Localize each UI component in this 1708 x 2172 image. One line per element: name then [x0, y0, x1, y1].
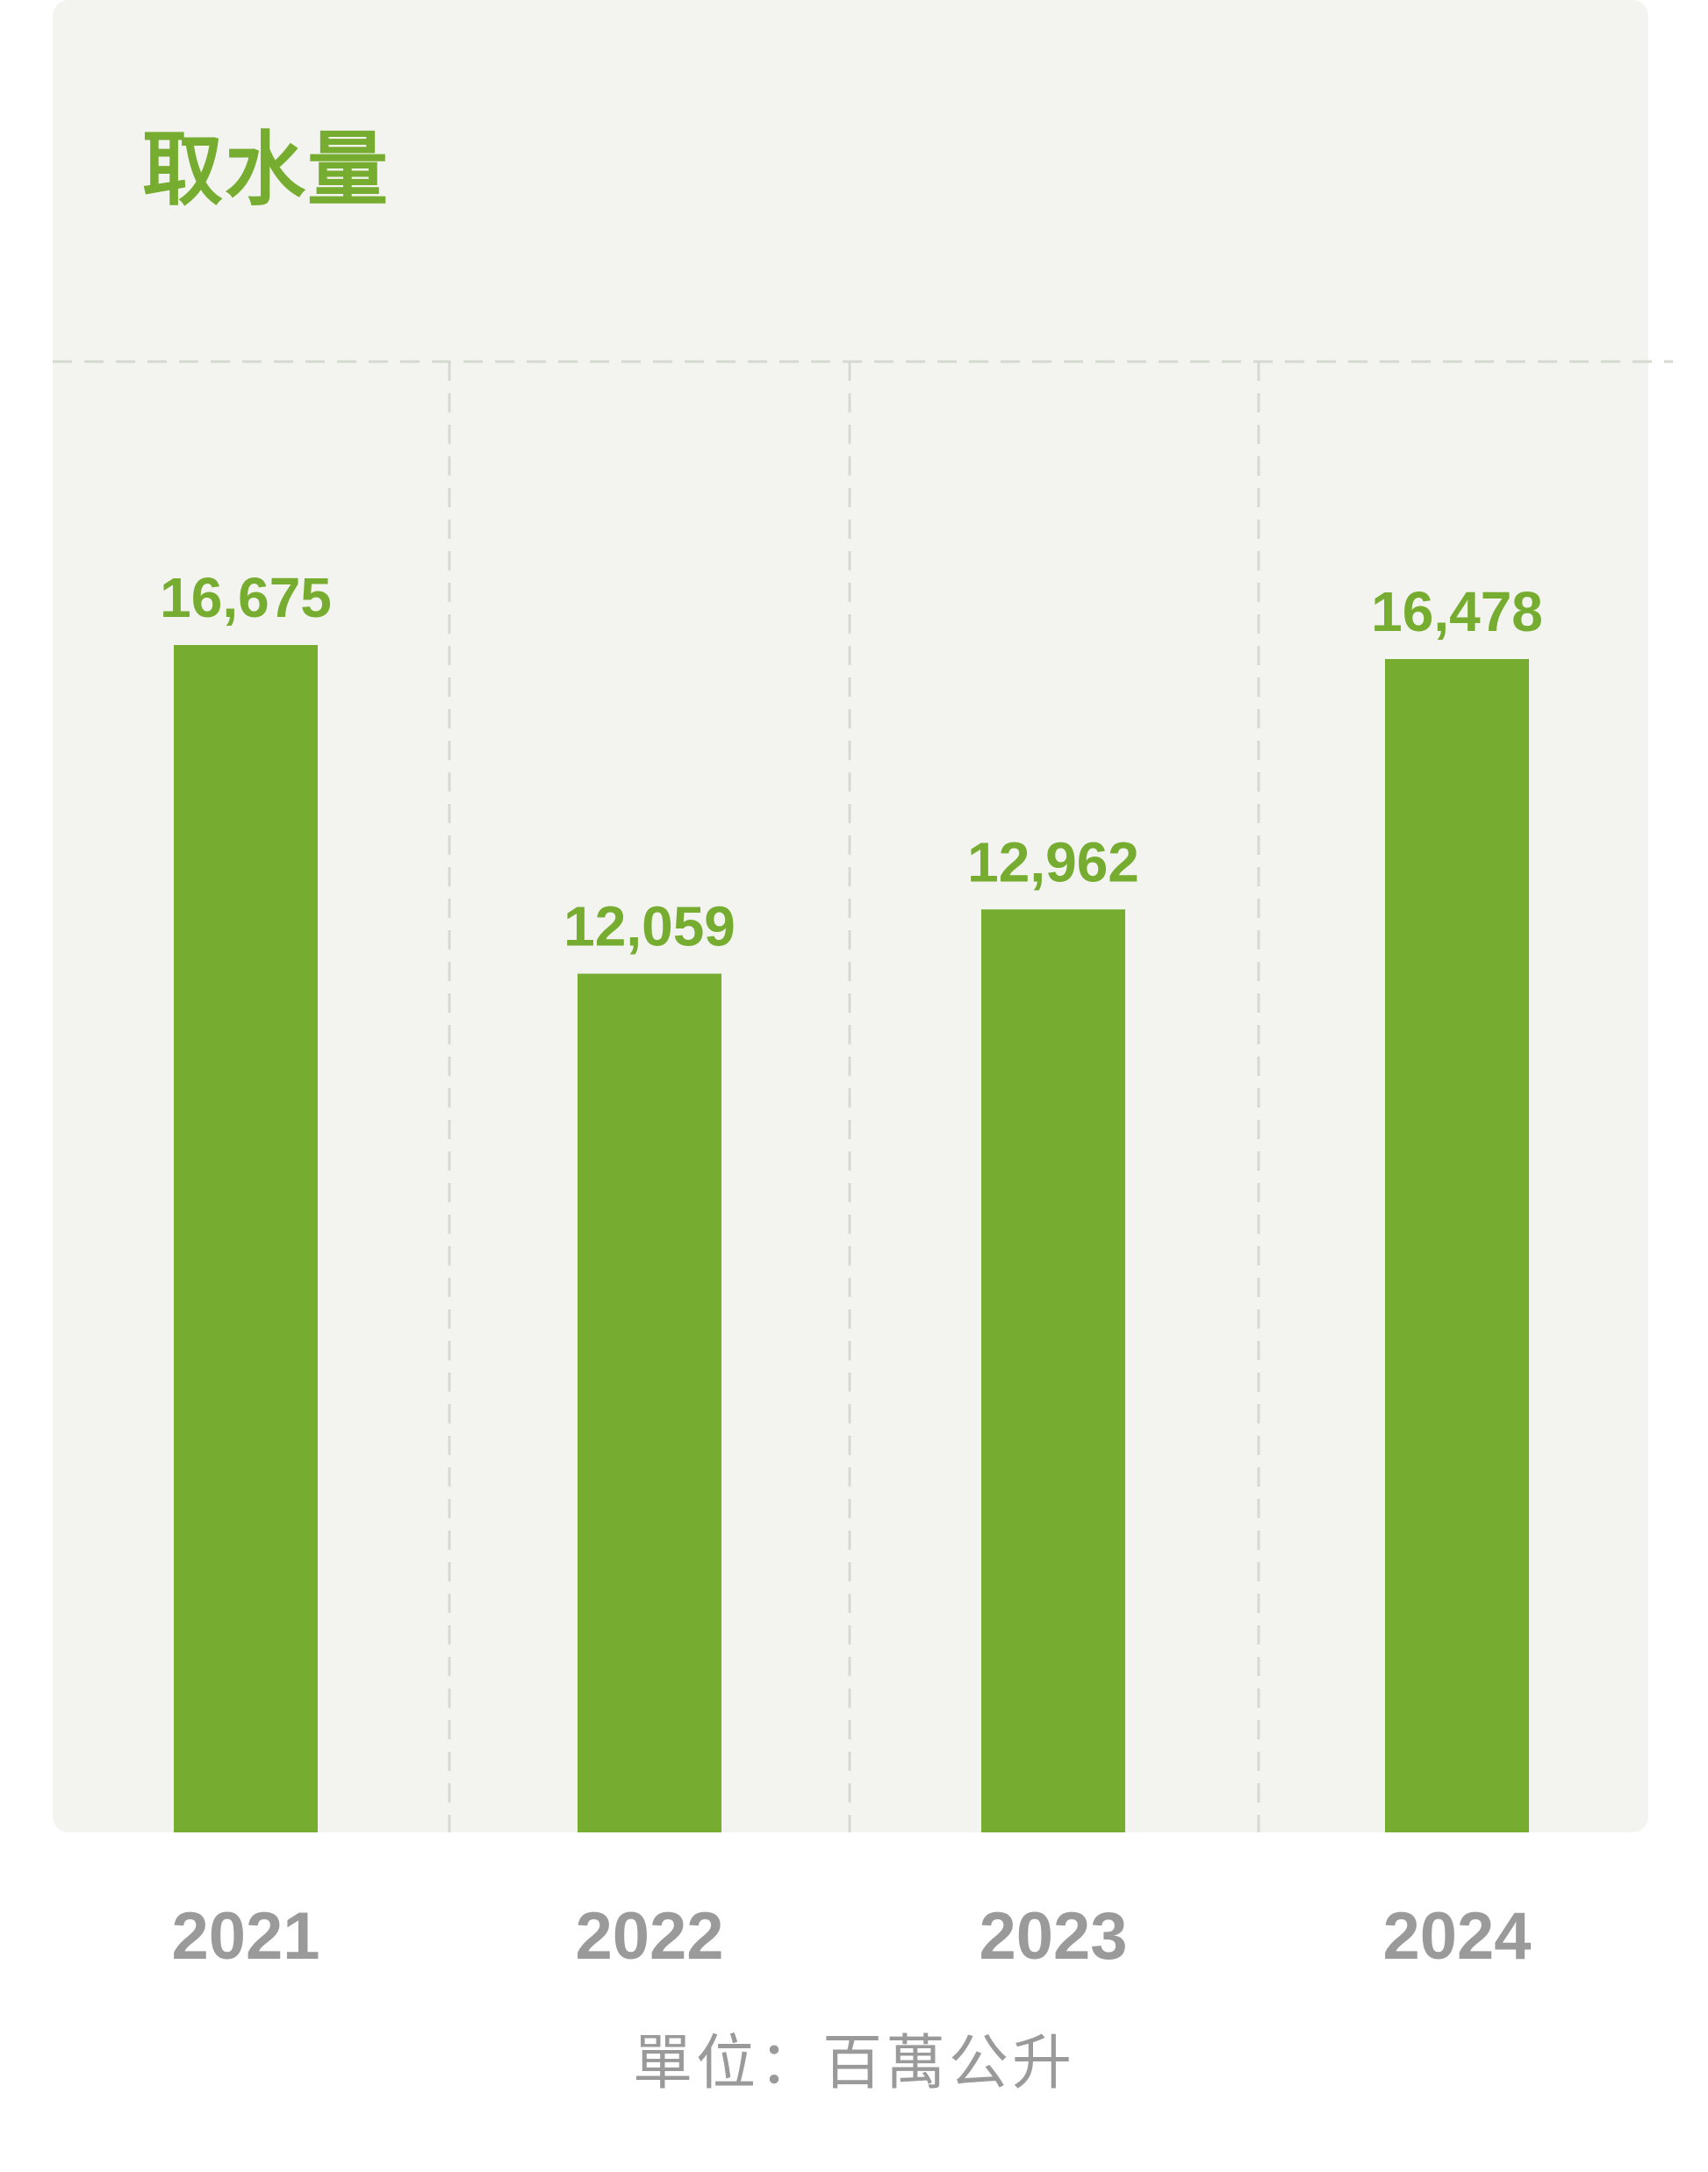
x-tick-label-2024: 2024: [1382, 1899, 1531, 1974]
value-label-2024: 16,478: [1371, 580, 1543, 643]
value-label-2022: 12,059: [563, 895, 736, 958]
bars: [174, 645, 1529, 1832]
grid-lines: [53, 360, 1673, 1832]
x-tick-label-2022: 2022: [575, 1899, 723, 1974]
chart-title: 取水量: [142, 123, 391, 217]
x-tick-label-2023: 2023: [979, 1899, 1127, 1974]
x-axis-ticks: 2021 2022 2023 2024: [171, 1899, 1531, 1974]
bar-2021: [174, 645, 318, 1832]
bar-2022: [578, 973, 721, 1832]
unit-note: 單位：百萬公升: [632, 2029, 1075, 2098]
bar-2024: [1385, 658, 1529, 1832]
value-labels: 16,675 12,059 12,962 16,478: [160, 566, 1543, 958]
value-label-2021: 16,675: [160, 566, 332, 629]
value-label-2023: 12,962: [967, 830, 1139, 893]
bar-2023: [981, 909, 1125, 1832]
x-tick-label-2021: 2021: [171, 1899, 319, 1974]
